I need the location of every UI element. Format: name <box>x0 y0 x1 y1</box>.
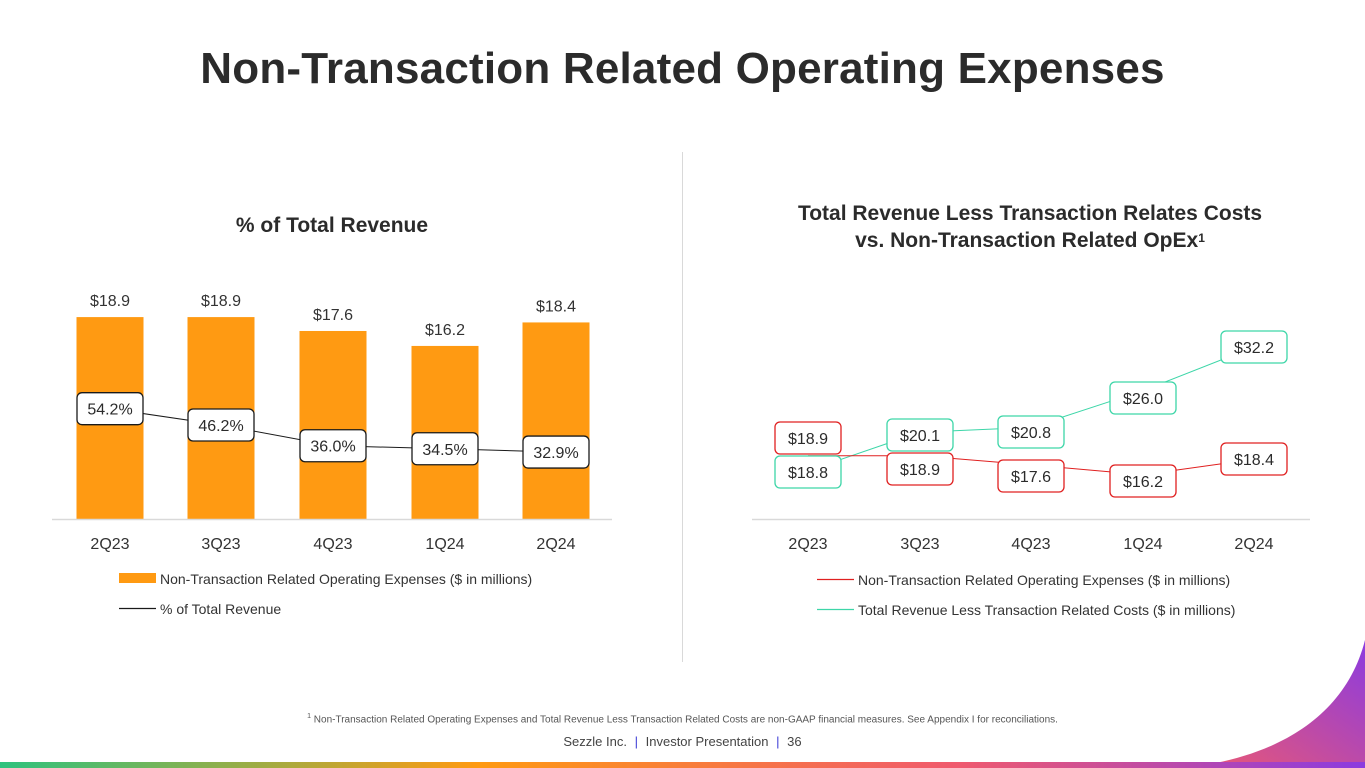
footnote-marker: 1 <box>307 713 311 720</box>
panel-divider <box>682 152 683 662</box>
right-chart-title-line2: vs. Non-Transaction Related OpEx1 <box>855 229 1205 252</box>
x-tick-label: 2Q23 <box>788 536 827 553</box>
footer: Sezzle Inc. | Investor Presentation | 36 <box>0 734 1365 749</box>
legend-teal-label: Total Revenue Less Transaction Related C… <box>858 602 1235 618</box>
legend-line-label: % of Total Revenue <box>160 601 281 617</box>
legend-red-label: Non-Transaction Related Operating Expens… <box>858 572 1230 588</box>
bar <box>522 322 590 519</box>
x-tick-label: 4Q23 <box>1011 536 1050 553</box>
teal-data-label-box <box>774 455 842 489</box>
right-chart-title: Total Revenue Less Transaction Relates C… <box>720 200 1340 254</box>
teal-data-label-box <box>1220 330 1288 364</box>
bar-value-label: $18.4 <box>536 298 576 315</box>
page-title: Non-Transaction Related Operating Expens… <box>200 44 1165 93</box>
red-data-label: $18.9 <box>900 462 940 479</box>
red-data-label-box <box>774 421 842 455</box>
red-data-label: $18.9 <box>788 431 828 448</box>
teal-data-label: $32.2 <box>1234 340 1274 357</box>
x-tick-label: 1Q24 <box>1123 536 1162 553</box>
left-chart: $18.9 $18.9 $17.6 $16.2 $18.4 2Q23 3Q23 4Q23 1Q2… <box>52 293 612 617</box>
pct-data-label-box <box>411 432 479 466</box>
pct-data-label-box <box>187 408 255 442</box>
footer-page-number: 36 <box>787 734 802 749</box>
x-tick-label: 2Q23 <box>90 536 129 553</box>
footer-document: Investor Presentation <box>645 734 769 749</box>
red-data-label-box <box>1109 464 1177 498</box>
teal-data-label-box <box>1109 381 1177 415</box>
bar <box>299 330 367 519</box>
right-chart-title-line1: Total Revenue Less Transaction Relates C… <box>797 202 1263 225</box>
bottom-gradient-bar <box>0 762 1365 768</box>
red-data-label: $17.6 <box>1011 469 1051 486</box>
left-chart-title: % of Total Revenue <box>235 214 429 237</box>
legend-bar-swatch <box>119 573 156 583</box>
footnote-text: Non-Transaction Related Operating Expens… <box>313 714 1058 726</box>
x-tick-label: 2Q24 <box>1234 536 1273 553</box>
red-data-label-box <box>886 452 954 486</box>
red-data-label: $16.2 <box>1123 474 1163 491</box>
red-data-label: $18.4 <box>1234 452 1274 469</box>
x-tick-label: 2Q24 <box>536 536 575 553</box>
right-chart: 2Q23 3Q23 4Q23 1Q24 2Q24 $18.8 $20.1 $20.8 $26.0… <box>752 330 1310 618</box>
pct-data-label: 46.2% <box>198 418 243 435</box>
footnote-ref: 1 <box>1198 231 1205 245</box>
footer-separator: | <box>776 734 780 749</box>
x-tick-label: 3Q23 <box>201 536 240 553</box>
pct-data-label: 54.2% <box>87 402 132 419</box>
x-tick-label: 1Q24 <box>425 536 464 553</box>
pct-data-label: 34.5% <box>422 442 467 459</box>
teal-data-label-box <box>997 415 1065 449</box>
footnote: 1 Non-Transaction Related Operating Expe… <box>0 713 1365 725</box>
bar-value-label: $17.6 <box>313 307 353 324</box>
bar-value-label: $18.9 <box>201 293 241 310</box>
teal-data-label-box <box>886 418 954 452</box>
legend-bar-label: Non-Transaction Related Operating Expens… <box>160 571 532 587</box>
red-data-label-box <box>997 459 1065 493</box>
teal-series-line <box>807 346 1255 472</box>
teal-data-label: $18.8 <box>788 465 828 482</box>
pct-data-label: 36.0% <box>310 439 355 456</box>
bar-value-label: $16.2 <box>425 322 465 339</box>
footer-company: Sezzle Inc. <box>563 734 627 749</box>
bar-value-label: $18.9 <box>90 293 130 310</box>
pct-data-label-box <box>522 435 590 469</box>
teal-data-label: $26.0 <box>1123 391 1163 408</box>
footer-separator: | <box>634 734 638 749</box>
x-tick-label: 3Q23 <box>900 536 939 553</box>
teal-data-label: $20.8 <box>1011 425 1051 442</box>
teal-data-label: $20.1 <box>900 428 940 445</box>
pct-data-label-box <box>299 429 367 463</box>
pct-data-label-box <box>76 392 144 426</box>
pct-data-label: 32.9% <box>533 445 578 462</box>
red-data-label-box <box>1220 442 1288 476</box>
x-tick-label: 4Q23 <box>313 536 352 553</box>
